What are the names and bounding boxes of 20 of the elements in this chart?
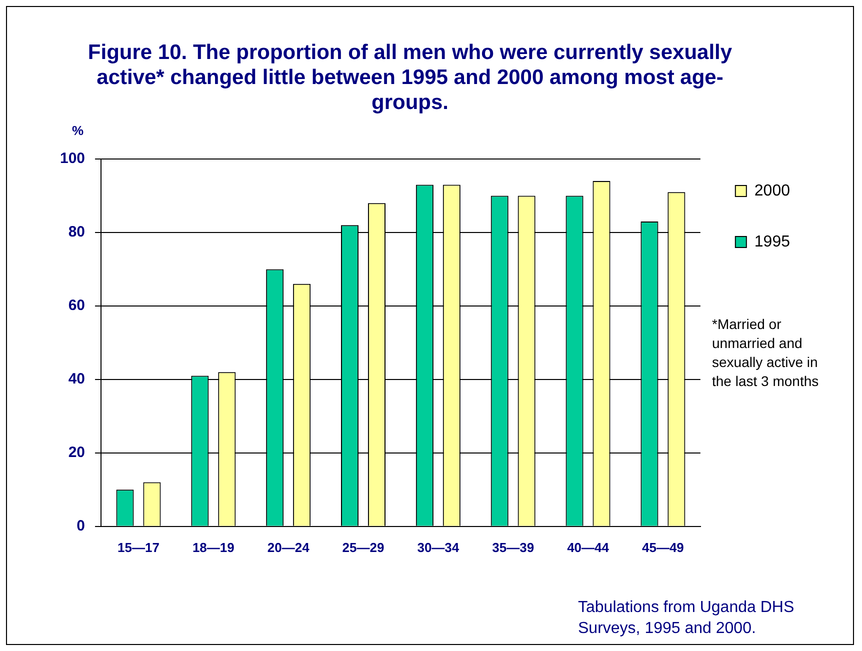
chart-title: Figure 10. The proportion of all men who were currently sexually active* changed little between 1995 and 2000 among most age-groups. [86, 40, 734, 115]
legend-label: 1995 [754, 233, 790, 250]
x-tick-label: 30—34 [417, 540, 460, 555]
y-tick-label: 40 [68, 370, 86, 388]
x-tick-label: 18—19 [192, 540, 234, 555]
legend-label: 2000 [754, 182, 790, 200]
x-tick-label: 15—17 [118, 540, 160, 555]
y-tick-label: 20 [68, 444, 86, 462]
y-tick-label: 0 [76, 518, 86, 535]
y-tick-label: 100 [60, 150, 86, 168]
text: Tabulations from Uganda DHS Surveys, 1995 and 2000. [578, 598, 796, 639]
y-tick-label: 80 [68, 224, 86, 241]
y-tick-label: 60 [68, 297, 86, 314]
x-tick-label: 40—44 [567, 540, 610, 555]
text: *Married or unmarried and sexually active in the last 3 months [712, 315, 820, 391]
y-axis-title: % [72, 123, 84, 138]
x-tick-label: 20—24 [267, 540, 310, 555]
x-tick-label: 35—39 [492, 540, 534, 555]
x-tick-label: 45—49 [642, 540, 684, 555]
x-tick-label: 25—29 [342, 540, 384, 555]
